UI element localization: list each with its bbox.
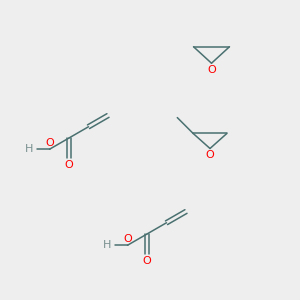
Text: O: O (206, 150, 214, 160)
Text: O: O (64, 160, 74, 170)
Text: H: H (25, 144, 34, 154)
Text: O: O (123, 234, 132, 244)
Text: O: O (45, 138, 54, 148)
Text: H: H (103, 240, 112, 250)
Text: O: O (207, 64, 216, 74)
Text: O: O (142, 256, 152, 266)
